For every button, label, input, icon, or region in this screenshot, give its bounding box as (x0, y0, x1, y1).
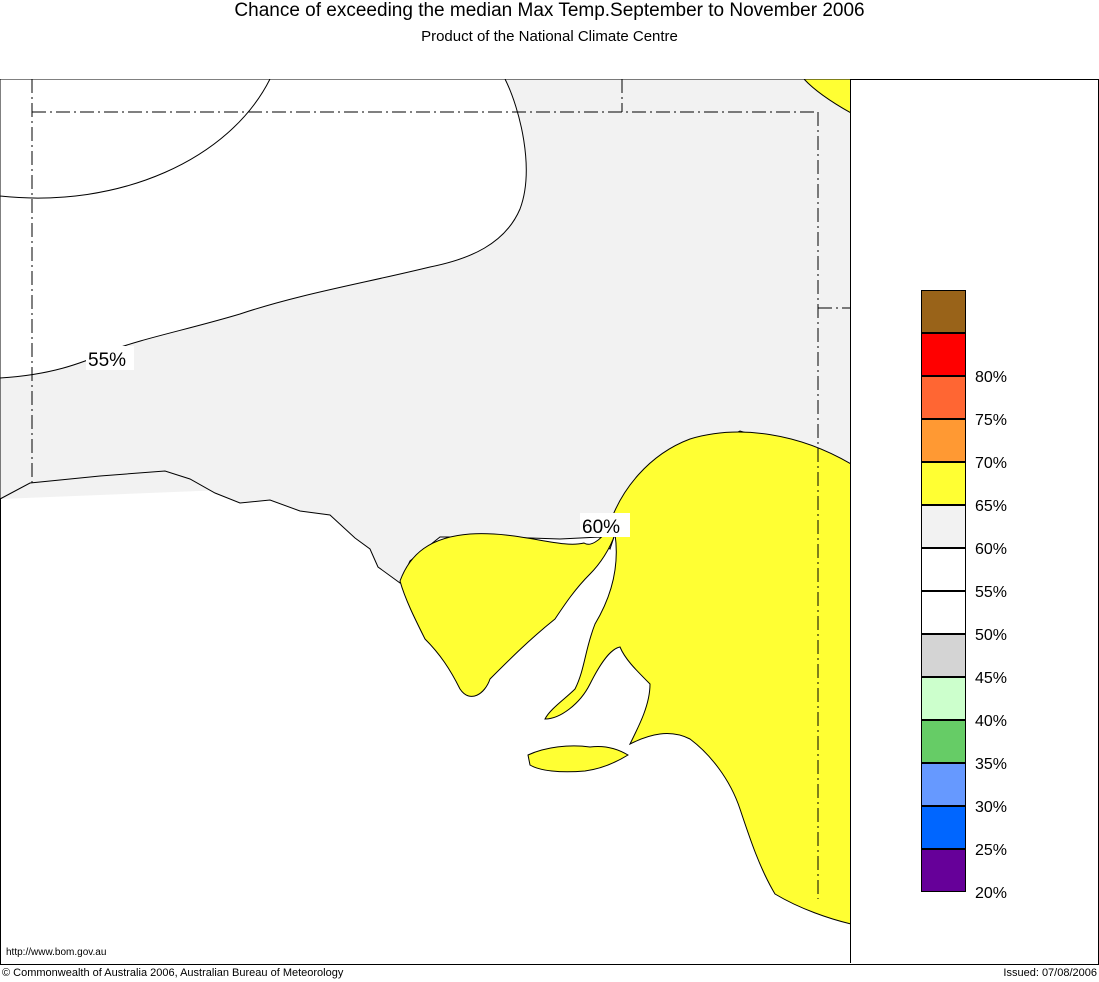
legend-swatch (921, 677, 966, 720)
legend-swatch (921, 763, 966, 806)
legend-label: 25% (975, 842, 1008, 859)
contour-label-60: 60% (582, 517, 620, 538)
legend-swatch (921, 591, 966, 634)
legend-label: 20% (975, 885, 1008, 902)
source-url[interactable]: http://www.bom.gov.au (6, 947, 107, 958)
legend-swatch (921, 548, 966, 591)
kangaroo-island (527, 745, 629, 773)
white-bubble-nw (0, 79, 271, 199)
copyright-text: © Commonwealth of Australia 2006, Austra… (2, 967, 344, 979)
yellow-region-east (399, 431, 851, 925)
legend-swatch (921, 462, 966, 505)
issued-date: Issued: 07/08/2006 (1003, 967, 1097, 979)
legend-swatch (921, 806, 966, 849)
legend-label: 40% (975, 713, 1008, 730)
legend-swatch (921, 849, 966, 892)
legend-label: 60% (975, 541, 1008, 558)
legend-label: 75% (975, 412, 1008, 429)
legend-swatch (921, 419, 966, 462)
legend-swatch (921, 290, 966, 333)
legend-label: 65% (975, 498, 1008, 515)
legend-swatch (921, 505, 966, 548)
legend-label: 50% (975, 627, 1008, 644)
legend-swatch (921, 376, 966, 419)
label-60-bg (580, 513, 630, 537)
legend-label: 70% (975, 455, 1008, 472)
legend-swatch (921, 720, 966, 763)
legend-label: 30% (975, 799, 1008, 816)
legend-label: 55% (975, 584, 1008, 601)
map-panel: 55% 60% (0, 79, 851, 963)
label-55-bg (86, 346, 134, 370)
legend-label: 80% (975, 369, 1008, 386)
legend-label: 35% (975, 756, 1008, 773)
map-subtitle: Product of the National Climate Centre (421, 28, 678, 45)
legend-swatch (921, 333, 966, 376)
legend-label: 45% (975, 670, 1008, 687)
contour-label-55: 55% (88, 350, 126, 371)
yellow-corner-ne (803, 79, 851, 114)
map-title: Chance of exceeding the median Max Temp.… (234, 0, 865, 21)
legend-swatch (921, 634, 966, 677)
dashdot-boundaries (31, 79, 851, 899)
